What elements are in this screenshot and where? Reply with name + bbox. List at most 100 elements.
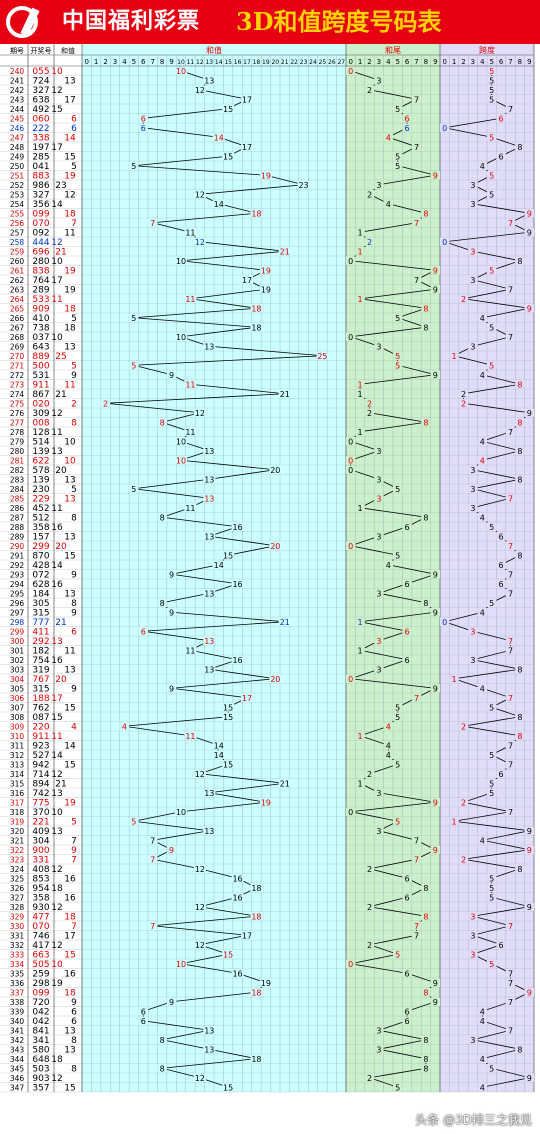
number-cell: 285 bbox=[32, 152, 49, 162]
span-point: 7 bbox=[508, 428, 513, 437]
table-row: 281 622 10 bbox=[10, 456, 76, 466]
period-cell: 246 bbox=[10, 124, 25, 133]
sum-point: 6 bbox=[141, 124, 146, 133]
tail-point: 7 bbox=[414, 694, 419, 703]
span-point: 8 bbox=[517, 1045, 522, 1054]
table-row: 341 841 13 bbox=[10, 1026, 76, 1036]
tail-point-bg bbox=[430, 570, 440, 579]
sum-point-bg bbox=[203, 532, 216, 541]
sum-tick-label: 5 bbox=[132, 58, 136, 66]
period-cell: 329 bbox=[10, 912, 25, 921]
span-point-bg bbox=[487, 171, 497, 180]
tail-point: 9 bbox=[433, 798, 438, 807]
period-cell: 289 bbox=[10, 532, 25, 541]
sum-cell: 9 bbox=[71, 608, 77, 618]
tail-point: 8 bbox=[423, 884, 428, 893]
sum-point: 19 bbox=[261, 171, 271, 180]
table-row: 306 188 17 bbox=[10, 694, 63, 704]
period-cell: 327 bbox=[10, 893, 25, 902]
sum-point: 21 bbox=[280, 247, 290, 256]
table-row: 311 923 14 bbox=[10, 741, 76, 751]
sum-point-bg bbox=[250, 1054, 263, 1063]
sum-point: 13 bbox=[204, 76, 214, 85]
tail-tick-label: 9 bbox=[433, 58, 437, 66]
span-point: 7 bbox=[508, 969, 513, 978]
sum-cell: 6 bbox=[71, 114, 77, 124]
number-cell: 410 bbox=[32, 314, 49, 324]
table-row: 303 319 13 bbox=[10, 665, 76, 675]
sum-point-bg bbox=[203, 494, 216, 503]
tail-point: 9 bbox=[433, 846, 438, 855]
span-point-bg bbox=[440, 617, 450, 626]
sum-cell: 18 bbox=[64, 912, 76, 922]
span-point: 7 bbox=[508, 922, 513, 931]
tail-point: 0 bbox=[348, 257, 353, 266]
number-cell: 838 bbox=[32, 266, 49, 276]
sum-cell: 17 bbox=[51, 143, 62, 153]
sum-point-bg bbox=[129, 817, 139, 826]
sum-tick-label: 21 bbox=[281, 59, 289, 66]
sum-cell: 7 bbox=[71, 219, 77, 229]
table-row: 253 327 12 bbox=[10, 190, 76, 200]
table-row: 252 986 23 bbox=[10, 181, 67, 191]
tail-point: 7 bbox=[414, 276, 419, 285]
table-row: 336 298 19 bbox=[10, 979, 63, 989]
span-point: 3 bbox=[470, 627, 475, 636]
span-point-bg bbox=[487, 323, 497, 332]
sum-cell: 18 bbox=[64, 988, 76, 998]
sum-point-bg bbox=[175, 807, 187, 816]
span-point: 3 bbox=[470, 950, 475, 959]
number-cell: 341 bbox=[32, 1036, 49, 1046]
sum-point-bg bbox=[222, 152, 235, 161]
period-cell: 268 bbox=[10, 333, 25, 342]
span-point: 6 bbox=[499, 561, 504, 570]
number-cell: 128 bbox=[32, 428, 49, 438]
span-point-bg bbox=[496, 114, 506, 123]
table-row: 291 870 15 bbox=[10, 551, 76, 561]
number-cell: 503 bbox=[32, 1064, 49, 1074]
sum-point: 13 bbox=[204, 589, 214, 598]
span-point-bg bbox=[477, 161, 487, 170]
span-point: 8 bbox=[517, 418, 522, 427]
sum-cell: 17 bbox=[51, 276, 62, 286]
sum-point-bg bbox=[231, 522, 244, 531]
sum-point: 8 bbox=[160, 1036, 165, 1045]
tail-point-bg bbox=[430, 845, 440, 854]
span-point-bg bbox=[487, 598, 497, 607]
span-point-bg bbox=[440, 237, 450, 246]
sum-point: 18 bbox=[251, 884, 261, 893]
span-point: 5 bbox=[489, 960, 494, 969]
span-point-bg bbox=[496, 769, 506, 778]
sum-point-bg bbox=[203, 589, 216, 598]
sum-point: 13 bbox=[204, 342, 214, 351]
sum-point: 9 bbox=[169, 371, 174, 380]
sum-tick-label: 26 bbox=[328, 59, 336, 66]
sum-cell: 21 bbox=[55, 390, 66, 400]
tail-point-bg bbox=[364, 769, 375, 778]
span-point: 7 bbox=[508, 979, 513, 988]
number-cell: 327 bbox=[32, 86, 49, 96]
number-cell: 942 bbox=[32, 760, 49, 770]
sum-point-bg bbox=[269, 465, 282, 474]
tail-point: 8 bbox=[423, 304, 428, 313]
span-point: 5 bbox=[489, 523, 494, 532]
number-cell: 070 bbox=[32, 219, 49, 229]
span-point-bg bbox=[496, 560, 506, 569]
tail-point-bg bbox=[346, 674, 356, 683]
sum-point: 18 bbox=[251, 988, 261, 997]
sum-cell: 19 bbox=[64, 266, 76, 276]
span-point: 2 bbox=[461, 798, 466, 807]
span-tick-label: 7 bbox=[508, 58, 512, 66]
number-cell: 900 bbox=[32, 846, 49, 856]
table-row: 247 338 14 bbox=[10, 133, 76, 143]
tail-point: 3 bbox=[376, 532, 381, 541]
tail-point-bg bbox=[374, 180, 384, 189]
tail-point-bg bbox=[364, 408, 375, 417]
period-cell: 323 bbox=[10, 855, 25, 864]
tail-point: 2 bbox=[367, 238, 372, 247]
sum-point: 15 bbox=[223, 551, 233, 560]
tail-point: 0 bbox=[348, 67, 353, 76]
span-point: 7 bbox=[508, 694, 513, 703]
sum-cell: 12 bbox=[51, 238, 62, 248]
sum-point: 19 bbox=[261, 266, 271, 275]
